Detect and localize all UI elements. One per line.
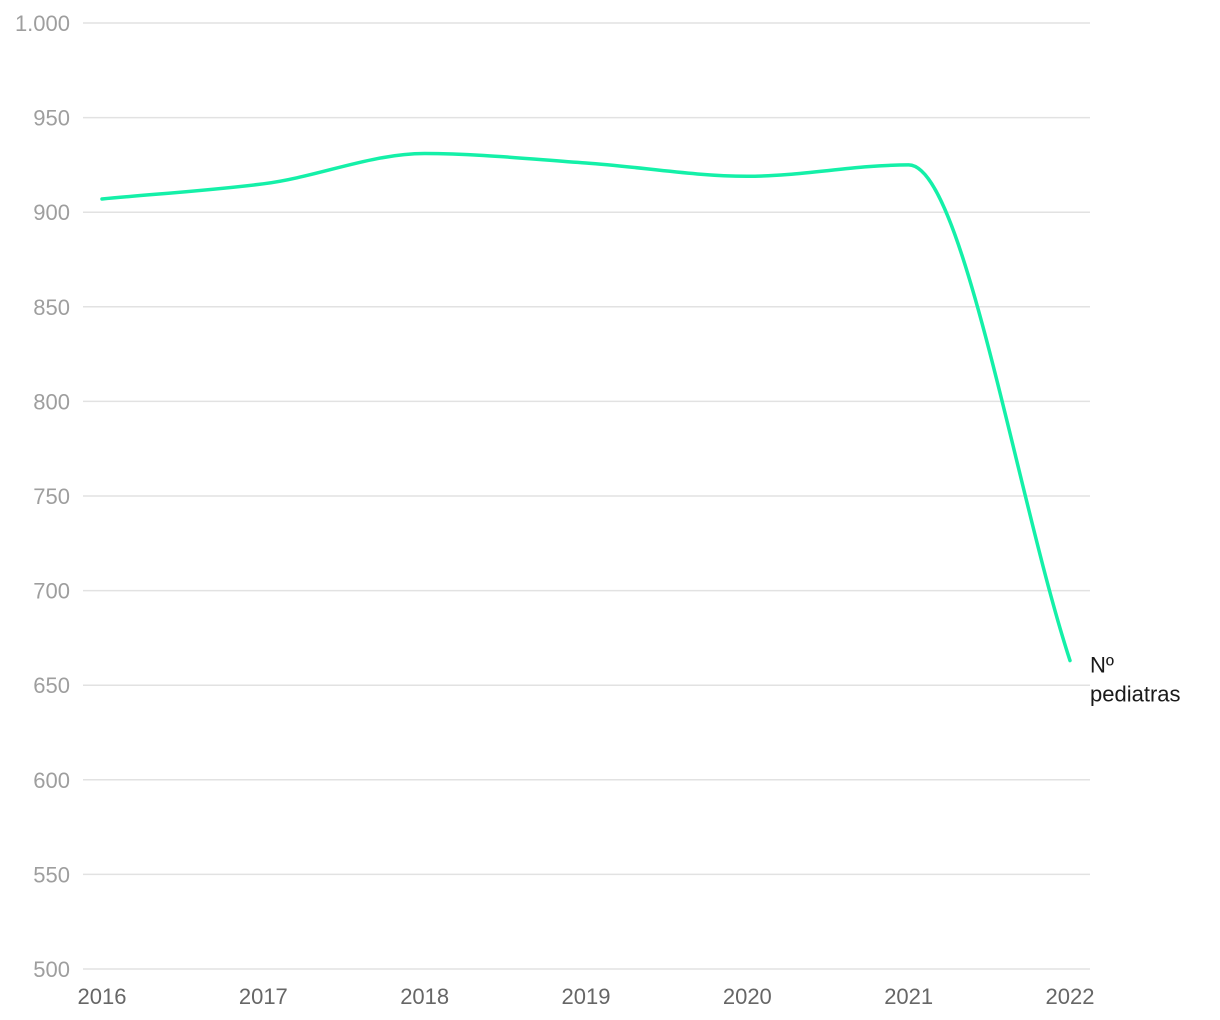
x-axis-ticks: 2016 2017 2018 2019 2020 2021 2022 bbox=[78, 984, 1095, 1009]
x-tick-label: 2019 bbox=[562, 984, 611, 1009]
series-line bbox=[100, 151, 1072, 663]
grid-lines bbox=[83, 22, 1090, 970]
y-tick-label: 600 bbox=[33, 768, 70, 793]
y-tick-label: 950 bbox=[33, 106, 70, 131]
x-tick-label: 2017 bbox=[239, 984, 288, 1009]
series-layer bbox=[100, 151, 1072, 663]
y-tick-label: 550 bbox=[33, 862, 70, 887]
series-label-line-2: pediatras bbox=[1090, 682, 1181, 707]
x-tick-label: 2016 bbox=[78, 984, 127, 1009]
series-label-line-1: Nº bbox=[1090, 653, 1114, 678]
y-tick-label: 500 bbox=[33, 957, 70, 982]
y-tick-label: 650 bbox=[33, 673, 70, 698]
y-axis-ticks: 500 550 600 650 700 750 800 850 900 950 1.000 bbox=[15, 11, 70, 982]
y-tick-label: 1.000 bbox=[15, 11, 70, 36]
x-tick-label: 2022 bbox=[1046, 984, 1095, 1009]
y-tick-label: 800 bbox=[33, 389, 70, 414]
series-label: Nº pediatras bbox=[1090, 653, 1181, 707]
y-tick-label: 750 bbox=[33, 484, 70, 509]
y-tick-label: 850 bbox=[33, 295, 70, 320]
y-tick-label: 900 bbox=[33, 200, 70, 225]
x-tick-label: 2021 bbox=[884, 984, 933, 1009]
x-tick-label: 2020 bbox=[723, 984, 772, 1009]
x-tick-label: 2018 bbox=[400, 984, 449, 1009]
y-tick-label: 700 bbox=[33, 579, 70, 604]
